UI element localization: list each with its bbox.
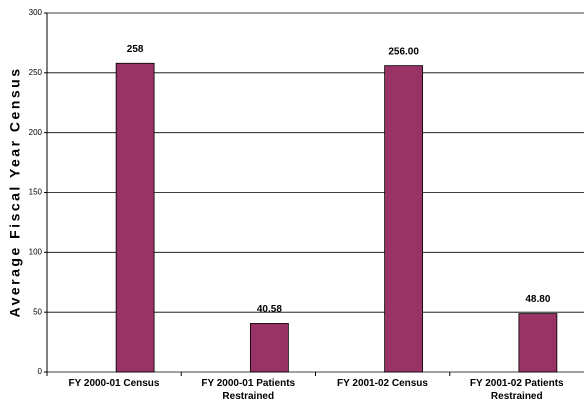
y-tick-label: 250 [29,68,43,77]
x-tick-label: FY 2001-02 Census [337,378,428,389]
bar [518,313,558,373]
x-tick-label: FY 2000-01 Patients Restrained [201,378,296,402]
value-label: 256.00 [388,46,419,57]
value-label: 40.58 [257,304,282,315]
x-tick-label: FY 2000-01 Census [68,378,160,389]
y-tick-label: 300 [29,8,43,17]
bar [384,65,424,373]
y-tick-label: 200 [29,128,43,137]
value-label: 48.80 [525,294,550,305]
y-tick-label: 100 [29,247,43,256]
y-axis-label: Average Fiscal Year Census [7,67,23,318]
value-label: 258 [127,44,144,55]
bar [249,323,289,373]
y-tick-label: 150 [29,188,43,197]
y-tick-label: 0 [38,367,43,376]
y-tick-label: 50 [33,307,42,316]
bar [115,62,155,373]
x-tick-label: FY 2001-02 Patients Restrained [469,378,564,402]
